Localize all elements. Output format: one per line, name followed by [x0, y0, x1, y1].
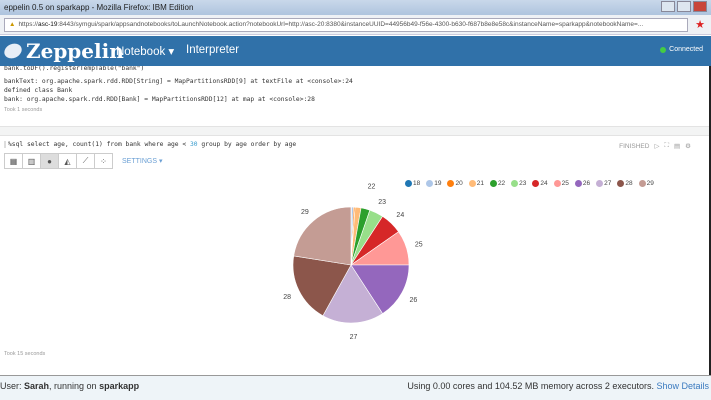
bookmark-star-icon[interactable]: ★ — [695, 19, 705, 31]
scatter-chart-button[interactable]: ⁘ — [94, 153, 113, 169]
user-name: Sarah — [24, 381, 50, 391]
table-view-button[interactable]: ▦ — [4, 153, 23, 169]
pie-chart-button[interactable]: ● — [40, 153, 59, 169]
window-title: eppelin 0.5 on sparkapp - Mozilla Firefo… — [4, 3, 194, 12]
line-chart-button[interactable]: ⟋ — [76, 153, 95, 169]
nav-notebook[interactable]: Notebook ▾ — [116, 46, 175, 58]
warning-icon: ▲ — [9, 21, 16, 28]
slice-label-27: 27 — [350, 334, 358, 341]
legend-item-24[interactable]: 24 — [532, 180, 548, 187]
zeppelin-logo[interactable]: Zeppelin — [1, 39, 124, 63]
legend-label: 20 — [455, 180, 463, 187]
connection-status: Connected — [660, 46, 703, 53]
legend-swatch — [468, 180, 476, 187]
legend-label: 22 — [497, 180, 506, 187]
legend-item-19[interactable]: 19 — [426, 180, 441, 187]
legend-label: 28 — [625, 180, 633, 187]
output-line: bankText: org.apache.spark.rdd.RDD[Strin… — [4, 78, 353, 85]
minimize-button[interactable] — [661, 1, 675, 12]
legend-swatch — [574, 180, 582, 187]
legend-label: 29 — [646, 180, 654, 187]
chart-toolbar: ▦ ▥ ● ◭ ⟋ ⁘ SETTINGS ▾ — [4, 153, 162, 169]
legend-label: 18 — [413, 180, 421, 187]
legend-label: 26 — [582, 180, 591, 187]
gear-icon[interactable]: ⚙ — [685, 143, 691, 150]
paragraph-controls: FINISHED ▷ ⛶ ▤ ⚙ — [619, 142, 691, 150]
status-footer: User: Sarah, running on sparkapp Using 0… — [0, 375, 711, 400]
legend-item-26[interactable]: 26 — [574, 180, 591, 187]
pie-chart: 22 23 24 25 26 27 28 29 — [283, 184, 423, 341]
slice-label-24: 24 — [396, 212, 404, 219]
status-label: FINISHED — [619, 142, 650, 150]
settings-dropdown[interactable]: SETTINGS ▾ — [122, 158, 163, 165]
app-name: sparkapp — [99, 381, 140, 391]
legend-item-20[interactable]: 20 — [447, 180, 463, 187]
slice-label-29: 29 — [301, 209, 309, 216]
close-button[interactable] — [693, 1, 707, 12]
legend-item-27[interactable]: 27 — [596, 180, 611, 187]
area-chart-button[interactable]: ◭ — [58, 153, 77, 169]
legend-swatch — [553, 180, 561, 187]
output-line: bank: org.apache.spark.rdd.RDD[Bank] = M… — [4, 96, 315, 103]
pie-slice-29[interactable] — [293, 206, 352, 266]
legend-item-18[interactable]: 18 — [405, 180, 420, 187]
legend-item-22[interactable]: 22 — [489, 180, 506, 187]
slice-label-28: 28 — [283, 294, 291, 301]
paragraph-separator — [0, 126, 711, 136]
url-field[interactable]: ▲ https://asc-19:8443/symgui/spark/appsan… — [4, 18, 688, 32]
slice-label-23: 23 — [378, 199, 386, 206]
legend-item-23[interactable]: 23 — [511, 180, 526, 187]
sql-editor[interactable]: %sql select age, count(1) from bank wher… — [4, 141, 296, 148]
paragraph-output-1: bank.toDF().registerTempTable("bank") ba… — [0, 66, 711, 126]
legend-label: 24 — [540, 180, 548, 187]
legend-swatch — [511, 180, 519, 187]
chart-legend: 18 19 20 21 22 23 24 25 26 27 28 29 — [405, 180, 654, 187]
window-title-bar: eppelin 0.5 on sparkapp - Mozilla Firefo… — [0, 0, 711, 15]
legend-label: 27 — [604, 180, 612, 187]
table-icon[interactable]: ▤ — [674, 143, 681, 150]
legend-swatch — [426, 180, 434, 187]
run-icon[interactable]: ▷ — [654, 143, 660, 150]
show-details-link[interactable]: Show Details — [656, 381, 709, 391]
legend-label: 21 — [476, 180, 484, 187]
pie-slice-28[interactable] — [292, 255, 352, 317]
legend-swatch — [617, 180, 625, 187]
pie-slice-26[interactable] — [350, 264, 410, 315]
output-line: defined class Bank — [4, 87, 73, 94]
legend-swatch — [596, 180, 604, 187]
legend-item-25[interactable]: 25 — [553, 180, 569, 187]
zeppelin-icon — [1, 40, 25, 62]
slice-label-26: 26 — [409, 297, 417, 304]
legend-item-21[interactable]: 21 — [468, 180, 484, 187]
legend-swatch — [532, 180, 540, 187]
legend-swatch — [638, 180, 646, 187]
legend-label: 23 — [519, 180, 527, 187]
legend-swatch — [489, 180, 497, 187]
took-time: Took 1 seconds — [4, 107, 43, 113]
took-time: Took 15 seconds — [4, 351, 46, 357]
usage-text: Using 0.00 cores and 104.52 MB memory ac… — [407, 381, 654, 391]
navbar: Zeppelin Notebook ▾ Interpreter Connecte… — [0, 36, 711, 66]
window-edge — [709, 66, 711, 376]
connected-dot-icon — [660, 46, 667, 53]
legend-item-29[interactable]: 29 — [638, 180, 654, 187]
paragraph-2: %sql select age, count(1) from bank wher… — [0, 136, 711, 368]
bar-chart-button[interactable]: ▥ — [22, 153, 41, 169]
legend-label: 25 — [561, 180, 569, 187]
maximize-button[interactable] — [677, 1, 691, 12]
nav-interpreter[interactable]: Interpreter — [186, 44, 240, 56]
pie-slice-27[interactable] — [322, 264, 384, 324]
legend-item-28[interactable]: 28 — [617, 180, 633, 187]
legend-swatch — [447, 180, 455, 187]
slice-label-22: 22 — [368, 184, 376, 191]
expand-icon[interactable]: ⛶ — [664, 142, 670, 149]
code-line: bank.toDF().registerTempTable("bank") — [4, 66, 145, 72]
address-bar-area: ▲ https://asc-19:8443/symgui/spark/appsan… — [0, 15, 711, 35]
legend-label: 19 — [434, 180, 442, 187]
slice-label-25: 25 — [415, 242, 423, 249]
legend-swatch — [405, 180, 412, 187]
